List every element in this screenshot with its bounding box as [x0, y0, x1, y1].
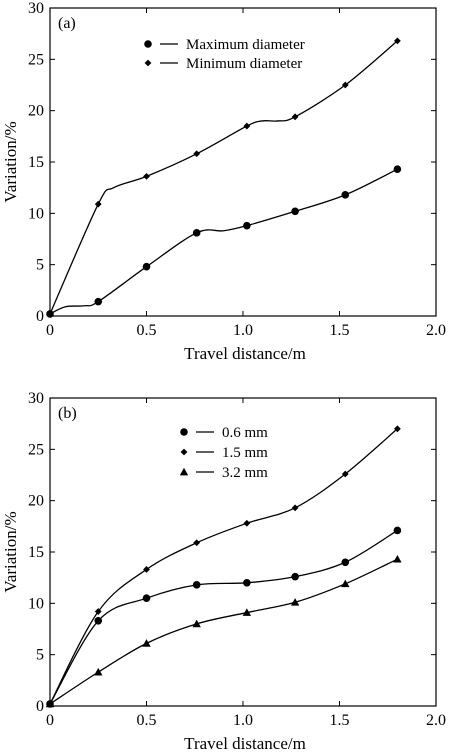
y-tick-label: 25	[28, 51, 44, 68]
x-axis-label: Travel distance/m	[184, 344, 306, 363]
legend-entry: 1.5 mm	[222, 445, 268, 461]
x-tick-label: 1.5	[330, 322, 350, 339]
chart-panel-b: 0 0.5 1.0 1.5 2.0 0 5 10 15 20 25 30 Travel distance…	[1, 390, 446, 752]
data-point	[143, 172, 150, 180]
data-point	[193, 539, 201, 547]
data-point	[291, 504, 299, 512]
legend-entry: Minimum diameter	[186, 56, 302, 72]
data-point	[192, 619, 201, 628]
legend-entry: 3.2 mm	[222, 465, 268, 481]
data-point	[94, 200, 102, 208]
data-point	[393, 165, 402, 173]
data-point	[45, 699, 55, 708]
y-tick-label: 5	[36, 647, 44, 664]
legend-entry: Maximum diameter	[186, 37, 305, 53]
legend-marker	[144, 40, 152, 48]
data-point	[193, 150, 201, 158]
data-point	[142, 594, 151, 602]
data-point	[341, 191, 350, 199]
y-tick-label: 30	[28, 390, 44, 407]
data-point	[242, 608, 252, 616]
y-axis-label: Variation/%	[1, 511, 20, 592]
y-tick-label: 10	[28, 595, 44, 612]
data-point	[94, 667, 103, 676]
data-point	[394, 37, 401, 45]
data-point	[291, 207, 299, 216]
y-tick-label: 5	[36, 257, 44, 274]
y-tick-label: 10	[28, 205, 44, 222]
data-point	[341, 579, 350, 588]
data-point	[291, 572, 299, 581]
x-tick-label: 2.0	[426, 322, 446, 339]
data-point	[243, 221, 251, 230]
y-tick-label: 25	[28, 441, 44, 458]
data-point	[142, 639, 151, 647]
data-point	[393, 554, 402, 563]
data-point	[290, 598, 300, 606]
data-point	[341, 81, 349, 89]
x-tick-label: 0	[46, 322, 54, 339]
data-point	[192, 581, 201, 589]
data-point	[192, 229, 201, 237]
data-point	[94, 608, 102, 615]
plot-frame	[49, 7, 437, 317]
panel-label: (b)	[58, 405, 77, 422]
y-tick-label: 0	[36, 698, 44, 715]
y-tick-label: 15	[28, 544, 44, 561]
data-point	[393, 526, 402, 535]
chart-panel-a: 0 0.5 1.0 1.5 2.0 0 5 10 15 20 25 30 Travel distance…	[1, 0, 446, 363]
legend-marker	[180, 448, 188, 456]
y-tick-label: 30	[28, 0, 44, 17]
x-tick-label: 1.0	[233, 322, 253, 339]
data-point	[394, 425, 401, 433]
data-point	[243, 519, 251, 527]
data-point	[46, 310, 54, 318]
data-point	[94, 297, 103, 306]
x-tick-label: 0.5	[137, 322, 157, 339]
y-tick-label: 20	[28, 493, 44, 510]
y-tick-label: 20	[28, 103, 44, 120]
data-point	[243, 579, 251, 587]
series-line	[49, 168, 398, 315]
y-tick-label: 15	[28, 154, 44, 171]
x-axis-label: Travel distance/m	[184, 734, 306, 752]
data-point	[143, 566, 150, 573]
x-tick-label: 0	[46, 712, 54, 729]
legend-marker	[179, 467, 189, 476]
data-point	[341, 558, 350, 567]
data-point	[142, 262, 151, 271]
legend-marker	[180, 428, 188, 436]
data-point	[94, 616, 103, 625]
series-line	[49, 558, 398, 705]
data-point	[291, 113, 299, 121]
x-tick-label: 1.5	[330, 712, 350, 729]
panel-label: (a)	[58, 15, 76, 32]
legend-entry: 0.6 mm	[222, 425, 268, 441]
data-point	[243, 122, 251, 130]
legend-marker	[144, 59, 152, 67]
y-tick-label: 0	[36, 308, 44, 325]
x-tick-label: 0.5	[137, 712, 157, 729]
y-axis-label: Variation/%	[1, 121, 20, 202]
data-point	[341, 470, 349, 478]
x-tick-label: 2.0	[426, 712, 446, 729]
x-tick-label: 1.0	[233, 712, 253, 729]
